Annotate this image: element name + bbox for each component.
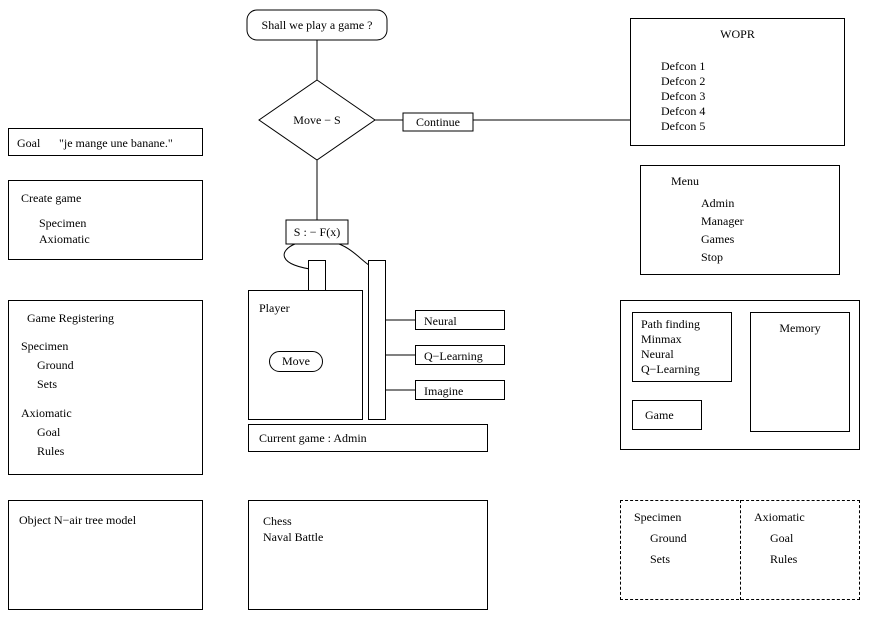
algos-panel: Path findingMinmaxNeuralQ−Learning <box>632 312 732 382</box>
menu-items: AdminManagerGamesStop <box>701 194 744 266</box>
memory-panel: Memory <box>750 312 850 432</box>
menu-item-1: Manager <box>701 212 744 230</box>
game-registering-body: Specimen Ground Sets Axiomatic Goal Rules <box>21 339 74 459</box>
nair-label: Object N−air tree model <box>19 513 136 528</box>
game-box-label: Game <box>645 408 674 423</box>
algos-item-0: Path finding <box>641 317 700 332</box>
games-list-item-1: Naval Battle <box>263 529 323 545</box>
goal-panel: Goal "je mange une banane." <box>8 128 203 156</box>
menu-item-0: Admin <box>701 194 744 212</box>
choice-1: Q−Learning <box>415 345 505 365</box>
game-reg-group-1-item-0: Goal <box>37 425 74 440</box>
wopr-title: WOPR <box>631 27 844 42</box>
dashed-right-item-0: Goal <box>770 531 805 546</box>
svg-text:Move − S: Move − S <box>293 113 340 127</box>
memory-label: Memory <box>751 321 849 336</box>
choice-1-label: Q−Learning <box>416 346 504 367</box>
algos-item-3: Q−Learning <box>641 362 700 377</box>
game-registering-panel: Game Registering Specimen Ground Sets Axiom… <box>8 300 203 475</box>
dashed-divider <box>740 500 741 600</box>
move-button[interactable]: Move <box>269 351 323 372</box>
create-game-item-0: Specimen <box>39 215 90 231</box>
menu-title: Menu <box>671 174 699 189</box>
tall-rect-2 <box>368 260 386 420</box>
nair-panel: Object N−air tree model <box>8 500 203 610</box>
goal-label: Goal <box>17 136 40 151</box>
current-game-label: Current game : Admin <box>259 431 367 446</box>
dashed-right: Axiomatic Goal Rules <box>754 510 805 567</box>
algos-item-2: Neural <box>641 347 700 362</box>
algos-item-1: Minmax <box>641 332 700 347</box>
game-reg-group-0-item-1: Sets <box>37 377 74 392</box>
menu-item-3: Stop <box>701 248 744 266</box>
choice-2-label: Imagine <box>416 381 504 402</box>
create-game-title: Create game <box>21 191 81 206</box>
choice-2: Imagine <box>415 380 505 400</box>
menu-panel: Menu AdminManagerGamesStop <box>640 165 840 275</box>
svg-text:Continue: Continue <box>416 115 460 129</box>
choice-0: Neural <box>415 310 505 330</box>
game-reg-group-1: Axiomatic <box>21 406 74 421</box>
choice-0-label: Neural <box>416 311 504 332</box>
game-reg-group-0: Specimen <box>21 339 74 354</box>
wopr-item-4: Defcon 5 <box>661 119 705 134</box>
player-panel: Player Move <box>248 290 363 420</box>
create-game-panel: Create game SpecimenAxiomatic <box>8 180 203 260</box>
dashed-left-title: Specimen <box>634 510 687 525</box>
wopr-item-3: Defcon 4 <box>661 104 705 119</box>
dashed-left-item-1: Sets <box>650 552 687 567</box>
dashed-right-item-1: Rules <box>770 552 805 567</box>
games-list-items: ChessNaval Battle <box>263 513 323 545</box>
wopr-items: Defcon 1Defcon 2Defcon 3Defcon 4Defcon 5 <box>661 59 705 134</box>
games-list-item-0: Chess <box>263 513 323 529</box>
game-reg-group-1-item-1: Rules <box>37 444 74 459</box>
svg-text:Shall we play a game ?: Shall we play a game ? <box>262 18 373 32</box>
dashed-left: Specimen Ground Sets <box>634 510 687 567</box>
wopr-item-0: Defcon 1 <box>661 59 705 74</box>
move-button-label: Move <box>282 354 310 368</box>
player-title: Player <box>259 301 290 316</box>
game-box: Game <box>632 400 702 430</box>
create-game-item-1: Axiomatic <box>39 231 90 247</box>
wopr-item-1: Defcon 2 <box>661 74 705 89</box>
wopr-item-2: Defcon 3 <box>661 89 705 104</box>
dashed-right-title: Axiomatic <box>754 510 805 525</box>
algos-items: Path findingMinmaxNeuralQ−Learning <box>641 317 700 377</box>
current-game-panel: Current game : Admin <box>248 424 488 452</box>
svg-text:S : − F(x): S : − F(x) <box>294 225 340 239</box>
dashed-left-item-0: Ground <box>650 531 687 546</box>
menu-item-2: Games <box>701 230 744 248</box>
game-reg-group-0-item-0: Ground <box>37 358 74 373</box>
games-list-panel: ChessNaval Battle <box>248 500 488 610</box>
game-registering-title: Game Registering <box>27 311 114 326</box>
create-game-items: SpecimenAxiomatic <box>39 215 90 247</box>
wopr-panel: WOPR Defcon 1Defcon 2Defcon 3Defcon 4Def… <box>630 18 845 146</box>
goal-text: "je mange une banane." <box>59 136 173 151</box>
